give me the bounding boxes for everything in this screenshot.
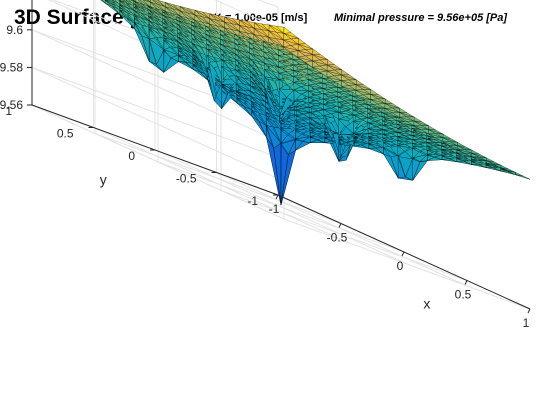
x-tick-mark [528,309,530,313]
surface-facet [327,60,334,66]
surface-facet [142,36,150,62]
x-tick-label: -1 [269,202,280,216]
y-tick-label: 0 [128,149,135,163]
y-tick-label: -1 [247,194,258,208]
x-tick-mark [339,224,341,228]
surface-facet [356,80,363,85]
x-tick-label: 1 [523,316,530,330]
z-tick-label: 9.56 [0,98,23,112]
z-tick-label: 9.6 [6,23,23,37]
x-tick-mark [402,252,404,256]
x-tick-mark [465,281,467,285]
y-axis-label: y [100,172,107,188]
x-tick-label: 0.5 [455,288,472,302]
x-tick-label: -0.5 [327,231,348,245]
x-tick-mark [276,195,278,199]
y-tick-label: -0.5 [176,172,197,186]
floor-gridline-y [217,173,469,287]
z-tick-label: 9.58 [0,60,23,74]
surface-facet [385,99,392,104]
surface-facet [313,49,320,55]
surface-facet [414,117,421,121]
floor-gridline-y [94,128,346,242]
y-tick-label: 0.5 [57,127,74,141]
surface-facet [298,38,305,44]
x-tick-label: 0 [397,259,404,273]
x-axis-label: x [423,296,430,312]
surface-facet [515,175,530,180]
surface-facet [400,108,407,113]
surface-facet [429,126,436,130]
surface-facet [284,27,291,33]
surface-facet [342,70,349,75]
surface-facet [371,90,379,95]
